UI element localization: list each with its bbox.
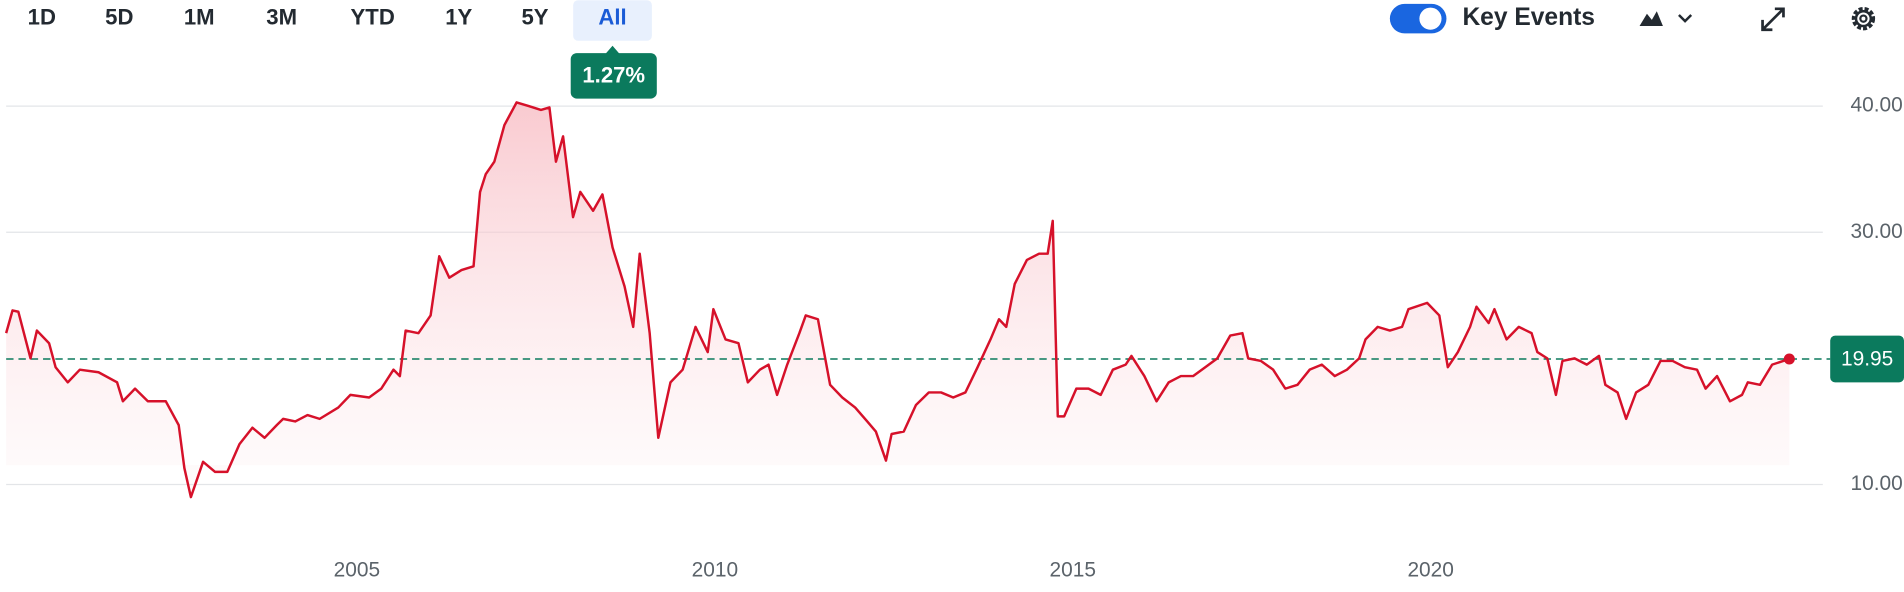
- range-button[interactable]: 1Y: [445, 4, 472, 29]
- gear-ring: [1854, 10, 1873, 28]
- chart-type-button[interactable]: [1639, 11, 1693, 27]
- range-label: 1M: [184, 4, 215, 29]
- x-tick-label: 2005: [334, 558, 380, 581]
- range-button[interactable]: All: [573, 0, 652, 41]
- range-label: 3M: [266, 4, 297, 29]
- y-tick-label: 10.00: [1850, 472, 1902, 495]
- toggle-knob: [1419, 7, 1442, 30]
- x-tick-label: 2010: [692, 558, 738, 581]
- range-button[interactable]: 1D: [28, 4, 56, 29]
- settings-button[interactable]: [1851, 6, 1876, 31]
- range-button[interactable]: YTD: [351, 4, 395, 29]
- key-events-label: Key Events: [1462, 4, 1595, 31]
- range-label: 5D: [105, 4, 133, 29]
- price-area: [6, 102, 1790, 498]
- x-tick-label: 2015: [1050, 558, 1096, 581]
- mountain-icon: [1639, 11, 1663, 27]
- range-button[interactable]: 5D: [105, 4, 133, 29]
- last-point: [1783, 353, 1795, 365]
- range-button[interactable]: 5Y: [522, 4, 549, 29]
- range-label: 1D: [28, 4, 56, 29]
- expand-button[interactable]: [1761, 7, 1785, 32]
- range-button[interactable]: 3M: [266, 4, 297, 29]
- range-label: All: [598, 4, 626, 29]
- range-label: 5Y: [522, 4, 549, 29]
- gear-hub: [1859, 14, 1868, 23]
- tooltip-box: [570, 53, 657, 99]
- chevron-icon: [1678, 14, 1693, 23]
- toolbar: 1D 5D 1M 3M YTD 1Y 5Y All: [28, 0, 652, 41]
- price-label-box: [1830, 335, 1904, 383]
- range-label: 1Y: [445, 4, 472, 29]
- expand-icon: [1761, 7, 1785, 32]
- change-tooltip: 1.27%: [570, 45, 657, 99]
- range-highlight: [573, 0, 652, 41]
- range-button[interactable]: 1M: [184, 4, 215, 29]
- change-label: 1.27%: [582, 62, 645, 87]
- gear-teeth: [1851, 6, 1876, 31]
- x-tick-label: 2020: [1407, 558, 1453, 581]
- key-events-toggle[interactable]: [1389, 3, 1447, 34]
- price-line: [4, 101, 1790, 499]
- tooltip-pointer: [605, 45, 620, 55]
- y-tick-label: 40.00: [1850, 94, 1902, 117]
- plot: 10.00 30.00 40.00 2005 2010 2015 2020 19.95: [4, 94, 1904, 581]
- range-label: YTD: [351, 4, 395, 29]
- y-tick-label: 30.00: [1850, 220, 1902, 243]
- price-label: 19.95: [1841, 348, 1893, 371]
